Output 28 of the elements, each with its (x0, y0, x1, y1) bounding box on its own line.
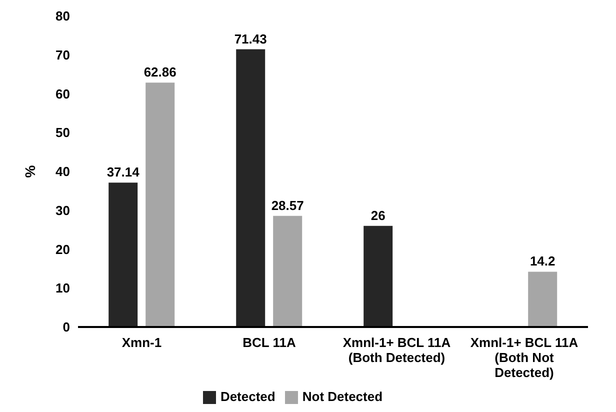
legend-label: Not Detected (302, 388, 383, 404)
y-tick-label: 60 (56, 86, 70, 102)
bar (146, 82, 175, 327)
legend-label: Detected (220, 388, 276, 404)
bar (236, 49, 266, 327)
y-tick-label: 30 (56, 202, 70, 218)
x-tick-label: Xmnl-1+ BCL 11A (Both Detected) (342, 334, 452, 365)
data-label: 14.2 (530, 254, 556, 269)
y-axis-title: % (22, 164, 38, 178)
bar (528, 272, 558, 327)
bar (108, 182, 138, 327)
data-label: 62.86 (144, 64, 176, 80)
y-tick-label: 50 (56, 125, 70, 140)
data-label: 37.14 (106, 164, 140, 180)
y-tick-label: 70 (56, 47, 70, 62)
x-tick-label: Xmn-1 (122, 334, 162, 350)
bar (364, 226, 393, 327)
data-label: 71.43 (234, 31, 267, 46)
x-tick-label: Xmnl-1+ BCL 11A (Both Not Detected) (470, 334, 579, 380)
y-tick-label: 20 (56, 242, 70, 257)
bar (273, 216, 302, 327)
y-tick-label: 10 (56, 280, 70, 296)
y-tick-label: 80 (56, 8, 70, 24)
x-tick-label: BCL 11A (242, 334, 296, 350)
y-tick-label: 0 (62, 320, 70, 335)
data-label: 26 (370, 208, 386, 223)
data-label: 28.57 (271, 198, 304, 213)
y-tick-label: 40 (56, 164, 70, 180)
